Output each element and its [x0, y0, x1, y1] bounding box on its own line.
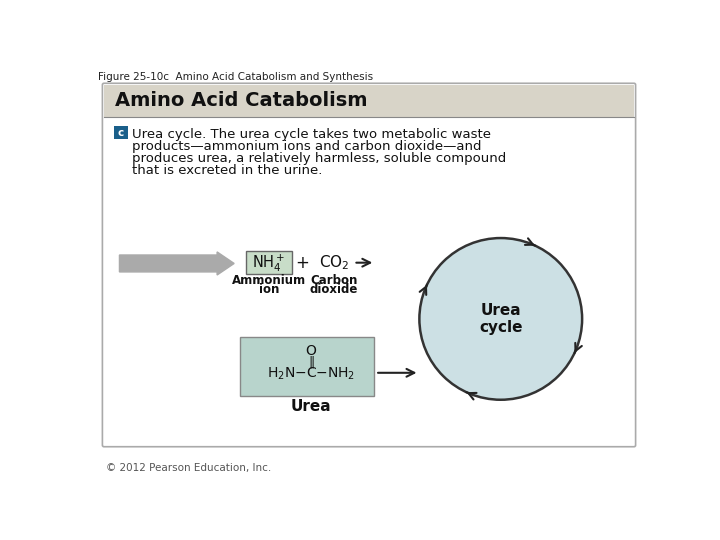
- Text: Ammonium: Ammonium: [232, 274, 306, 287]
- Text: produces urea, a relatively harmless, soluble compound: produces urea, a relatively harmless, so…: [132, 152, 506, 165]
- Text: $\|$: $\|$: [307, 354, 314, 369]
- Bar: [104, 85, 634, 117]
- Text: Urea: Urea: [291, 399, 331, 414]
- Text: +: +: [295, 254, 310, 272]
- Text: O: O: [305, 345, 316, 359]
- Text: Carbon: Carbon: [310, 274, 358, 287]
- Text: dioxide: dioxide: [310, 283, 359, 296]
- Text: products—ammonium ions and carbon dioxide—and: products—ammonium ions and carbon dioxid…: [132, 140, 482, 153]
- Text: NH$_4^+$: NH$_4^+$: [253, 252, 286, 274]
- Text: that is excreted in the urine.: that is excreted in the urine.: [132, 164, 323, 177]
- Text: Urea
cycle: Urea cycle: [479, 303, 523, 335]
- Circle shape: [419, 238, 582, 400]
- FancyBboxPatch shape: [102, 83, 636, 447]
- Text: Figure 25-10c  Amino Acid Catabolism and Synthesis: Figure 25-10c Amino Acid Catabolism and …: [98, 72, 373, 83]
- Text: CO$_2$: CO$_2$: [319, 253, 349, 272]
- Text: Urea cycle. The urea cycle takes two metabolic waste: Urea cycle. The urea cycle takes two met…: [132, 128, 491, 141]
- FancyBboxPatch shape: [240, 338, 374, 396]
- FancyArrow shape: [120, 252, 234, 275]
- Text: Amino Acid Catabolism: Amino Acid Catabolism: [114, 91, 367, 111]
- FancyBboxPatch shape: [114, 126, 127, 139]
- Text: c: c: [118, 127, 124, 138]
- Text: © 2012 Pearson Education, Inc.: © 2012 Pearson Education, Inc.: [106, 463, 271, 473]
- Text: ion: ion: [258, 283, 279, 296]
- Text: H$_2$N$-$C$-$NH$_2$: H$_2$N$-$C$-$NH$_2$: [267, 365, 355, 381]
- FancyBboxPatch shape: [246, 251, 292, 274]
